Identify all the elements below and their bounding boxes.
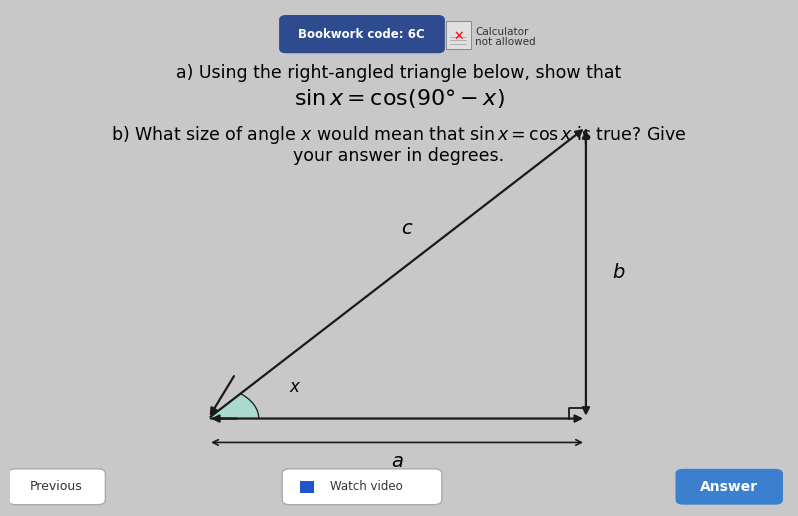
Text: Bookwork code: 6C: Bookwork code: 6C [298, 28, 425, 41]
Text: b) What size of angle $x$ would mean that $\sin x = \cos x$ is true? Give: b) What size of angle $x$ would mean tha… [111, 124, 687, 146]
FancyBboxPatch shape [282, 469, 442, 505]
Text: ✕: ✕ [453, 29, 464, 43]
FancyBboxPatch shape [8, 469, 105, 505]
Text: your answer in degrees.: your answer in degrees. [294, 147, 504, 165]
Text: $c$: $c$ [401, 219, 414, 238]
FancyBboxPatch shape [280, 15, 444, 53]
Text: not allowed: not allowed [476, 37, 536, 46]
Text: Calculator: Calculator [476, 27, 529, 37]
FancyBboxPatch shape [446, 21, 471, 49]
Text: Watch video: Watch video [330, 480, 403, 493]
Text: $\sin x = \cos(90° - x)$: $\sin x = \cos(90° - x)$ [294, 87, 504, 110]
Text: $b$: $b$ [612, 263, 626, 282]
Wedge shape [208, 394, 259, 418]
Text: $x$: $x$ [289, 378, 302, 396]
Text: a) Using the right-angled triangle below, show that: a) Using the right-angled triangle below… [176, 64, 622, 83]
Text: Previous: Previous [30, 480, 83, 493]
FancyBboxPatch shape [675, 469, 783, 505]
Text: Answer: Answer [700, 480, 758, 494]
Bar [300, 481, 314, 493]
Text: $a$: $a$ [391, 452, 403, 471]
